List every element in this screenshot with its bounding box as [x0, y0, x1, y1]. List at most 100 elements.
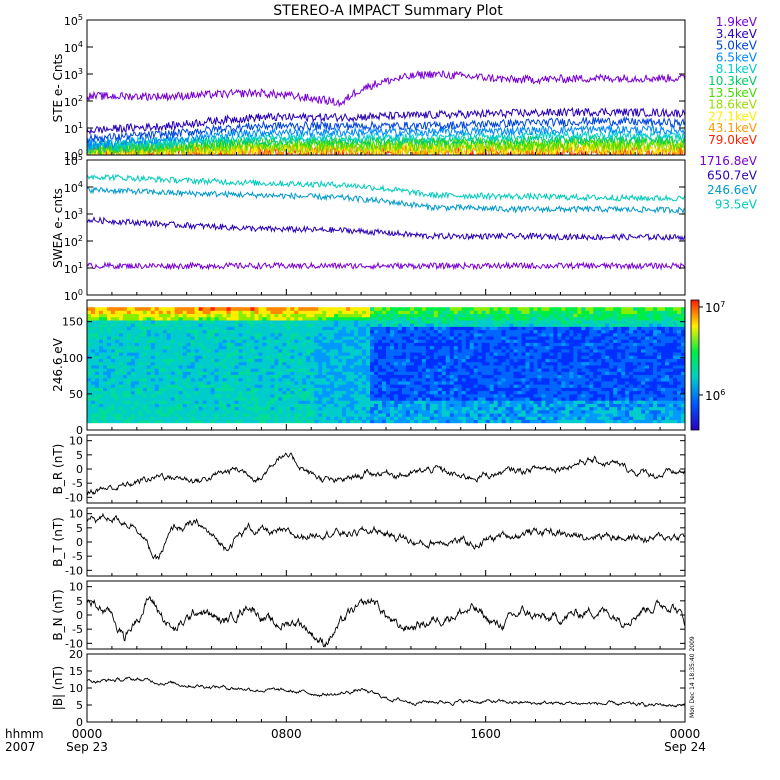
pad-cell — [278, 393, 283, 398]
pad-cell — [613, 393, 618, 398]
pad-cell — [94, 332, 100, 337]
pad-cell — [453, 307, 459, 311]
pad-cell — [314, 307, 319, 311]
pad-cell — [262, 358, 267, 363]
pad-cell — [106, 368, 112, 372]
pad-cell — [513, 374, 518, 379]
pad-cell — [409, 336, 415, 340]
pad-cell — [557, 336, 562, 340]
pad-cell — [553, 348, 558, 353]
pad-cell — [346, 316, 351, 321]
pad-cell — [230, 374, 235, 379]
pad-cell — [202, 358, 207, 363]
pad-cell — [266, 365, 271, 369]
pad-cell — [154, 381, 160, 385]
pad-cell — [433, 361, 439, 366]
pad-cell — [569, 345, 574, 350]
pad-cell — [393, 371, 399, 376]
pad-cell — [497, 361, 503, 366]
pad-cell — [378, 390, 383, 395]
pad-cell — [425, 358, 431, 363]
pad-cell — [366, 406, 371, 411]
pad-cell — [102, 323, 108, 327]
pad-cell — [254, 310, 259, 315]
pad-cell — [509, 358, 514, 363]
pad-cell — [521, 361, 526, 366]
pad-cell — [577, 326, 582, 331]
pad-cell — [226, 348, 231, 353]
pad-cell — [138, 384, 144, 388]
pad-cell — [170, 352, 176, 356]
pad-cell — [190, 397, 196, 401]
pad-cell — [382, 313, 387, 318]
pad-cell — [605, 313, 610, 318]
pad-cell — [298, 313, 303, 318]
pad-cell — [393, 320, 399, 324]
pad-cell — [401, 419, 407, 424]
pad-cell — [214, 377, 219, 382]
pad-cell — [206, 371, 211, 376]
pad-cell — [354, 368, 359, 372]
pad-cell — [389, 323, 395, 327]
pad-cell — [537, 355, 542, 359]
pad-cell — [461, 345, 467, 350]
pad-cell — [354, 323, 359, 327]
pad-cell — [134, 384, 140, 388]
pad-cell — [234, 387, 239, 392]
pad-cell — [270, 377, 275, 382]
ste-series-line — [87, 69, 685, 108]
pad-cell — [230, 307, 235, 311]
pad-cell — [421, 374, 427, 379]
pad-cell — [234, 374, 239, 379]
pad-cell — [106, 339, 112, 343]
pad-cell — [545, 371, 550, 376]
pad-cell — [98, 355, 104, 359]
pad-cell — [525, 384, 530, 388]
pad-cell — [397, 381, 403, 385]
pad-cell — [282, 377, 287, 382]
pad-cell — [194, 348, 200, 353]
pad-cell — [393, 323, 399, 327]
pad-cell — [87, 387, 92, 392]
pad-cell — [569, 320, 574, 324]
pad-cell — [613, 316, 618, 321]
pad-cell — [266, 348, 271, 353]
pad-cell — [138, 307, 144, 311]
pad-cell — [326, 339, 331, 343]
pad-cell — [250, 416, 255, 420]
pad-cell — [533, 336, 538, 340]
pad-cell — [521, 326, 526, 331]
pad-cell — [405, 336, 411, 340]
pad-cell — [274, 361, 279, 366]
pad-cell — [174, 342, 180, 347]
pad-cell — [190, 329, 196, 334]
pad-cell — [290, 329, 295, 334]
pad-cell — [605, 307, 610, 311]
pad-cell — [90, 403, 96, 408]
pad-cell — [98, 365, 104, 369]
pad-cell — [541, 393, 546, 398]
pad-cell — [366, 365, 371, 369]
pad-cell — [362, 390, 367, 395]
pad-cell — [146, 323, 152, 327]
pad-cell — [198, 416, 204, 420]
pad-cell — [194, 355, 200, 359]
pad-cell — [501, 329, 506, 334]
pad-cell — [266, 310, 271, 315]
pad-cell — [322, 374, 327, 379]
pad-cell — [382, 358, 387, 363]
pad-cell — [397, 374, 403, 379]
pad-cell — [182, 316, 188, 321]
pad-cell — [358, 355, 363, 359]
pad-cell — [226, 358, 231, 363]
pad-cell — [198, 387, 204, 392]
pad-cell — [246, 403, 251, 408]
pad-cell — [102, 419, 108, 424]
pad-cell — [621, 316, 626, 321]
pad-cell — [206, 419, 211, 424]
pad-cell — [505, 348, 510, 353]
pad-cell — [258, 316, 263, 321]
pad-cell — [274, 368, 279, 372]
pad-cell — [294, 310, 299, 315]
pad-cell — [290, 393, 295, 398]
